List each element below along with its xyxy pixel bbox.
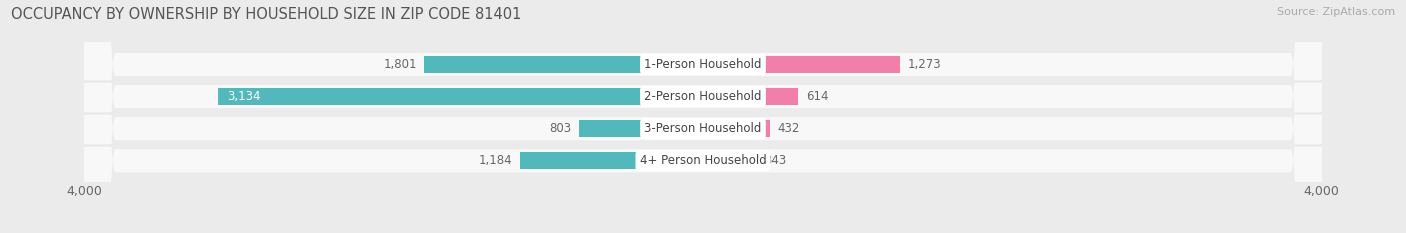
- Text: 2-Person Household: 2-Person Household: [644, 90, 762, 103]
- FancyBboxPatch shape: [84, 0, 1322, 233]
- Text: 432: 432: [778, 122, 800, 135]
- Text: 343: 343: [763, 154, 786, 167]
- Bar: [703, 152, 756, 169]
- FancyBboxPatch shape: [84, 0, 1322, 233]
- FancyBboxPatch shape: [84, 0, 1322, 233]
- Text: OCCUPANCY BY OWNERSHIP BY HOUSEHOLD SIZE IN ZIP CODE 81401: OCCUPANCY BY OWNERSHIP BY HOUSEHOLD SIZE…: [11, 7, 522, 22]
- Bar: [579, 120, 703, 137]
- Text: 3,134: 3,134: [228, 90, 262, 103]
- Bar: [703, 56, 900, 73]
- Bar: [703, 120, 770, 137]
- Text: 1,273: 1,273: [908, 58, 941, 71]
- Text: 1,801: 1,801: [384, 58, 416, 71]
- Text: 3-Person Household: 3-Person Household: [644, 122, 762, 135]
- Text: 803: 803: [548, 122, 571, 135]
- Text: 614: 614: [806, 90, 828, 103]
- Text: 4+ Person Household: 4+ Person Household: [640, 154, 766, 167]
- Text: 1,184: 1,184: [478, 154, 512, 167]
- Bar: [703, 88, 799, 105]
- Text: Source: ZipAtlas.com: Source: ZipAtlas.com: [1277, 7, 1395, 17]
- Bar: [425, 56, 703, 73]
- Text: 1-Person Household: 1-Person Household: [644, 58, 762, 71]
- Bar: [520, 152, 703, 169]
- Bar: [218, 88, 703, 105]
- FancyBboxPatch shape: [84, 0, 1322, 233]
